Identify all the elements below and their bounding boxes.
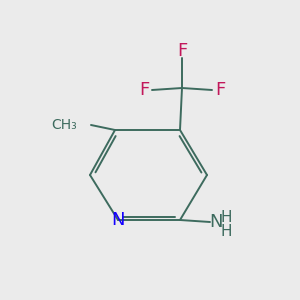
Text: N: N — [111, 211, 125, 229]
Text: F: F — [215, 81, 225, 99]
Text: F: F — [139, 81, 149, 99]
Text: H: H — [220, 209, 232, 224]
Text: F: F — [177, 42, 187, 60]
Text: H: H — [220, 224, 232, 238]
Text: CH₃: CH₃ — [51, 118, 77, 132]
Text: N: N — [209, 213, 223, 231]
